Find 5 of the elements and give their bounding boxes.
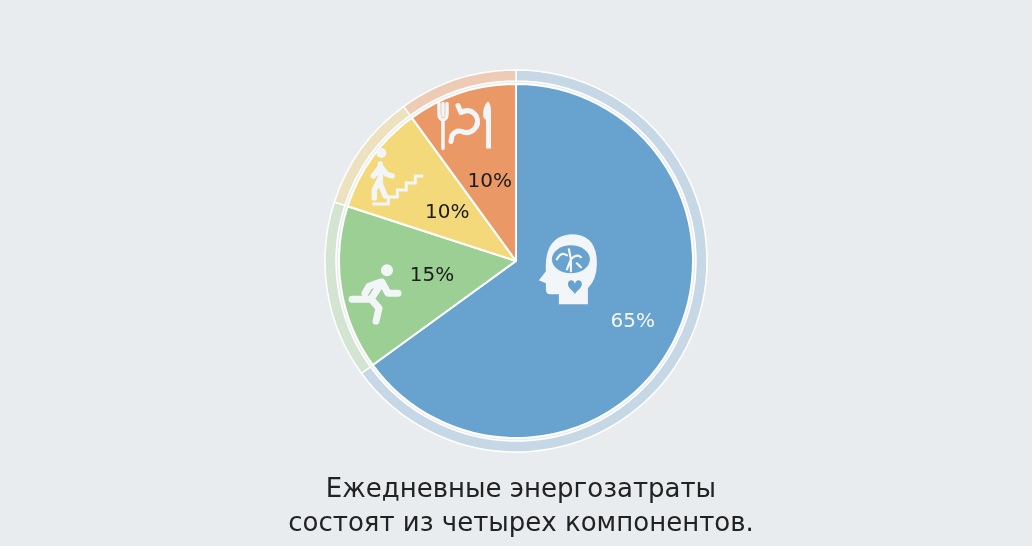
data-label: 10% [425, 199, 470, 224]
text: Ежедневные энергозатраты состоят из четырех компонентов. [288, 473, 754, 537]
data-label: 15% [409, 262, 455, 287]
data-label: 65% [610, 308, 655, 333]
data-label: 10% [467, 168, 512, 193]
